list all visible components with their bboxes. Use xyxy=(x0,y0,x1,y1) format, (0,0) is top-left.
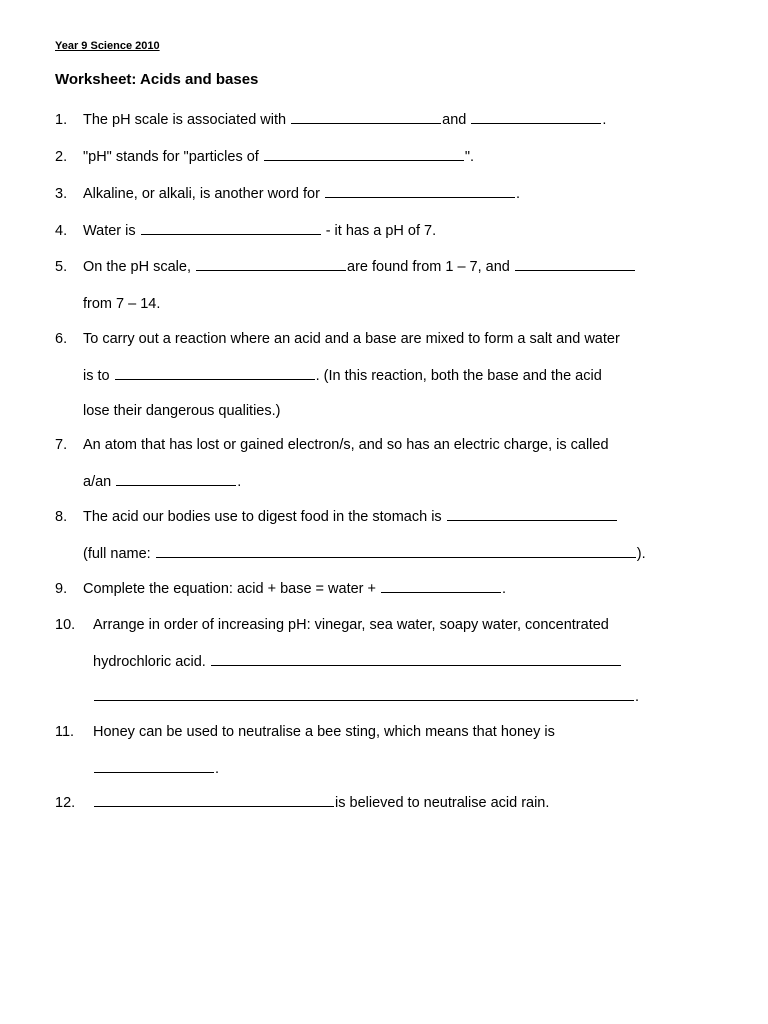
q10-part-c: . xyxy=(635,689,639,705)
q12-text: is believed to neutralise acid rain. xyxy=(93,786,713,821)
worksheet-page: Year 9 Science 2010 Worksheet: Acids and… xyxy=(0,0,768,863)
q5-text: On the pH scale, are found from 1 – 7, a… xyxy=(83,250,713,285)
q5-blank-2[interactable] xyxy=(515,256,635,272)
q3-part-b: . xyxy=(516,186,520,202)
q10-number: 10. xyxy=(55,608,93,643)
q6-number: 6. xyxy=(55,322,83,357)
q1-number: 1. xyxy=(55,103,83,138)
q6-text: To carry out a reaction where an acid an… xyxy=(83,322,713,357)
worksheet-title: Worksheet: Acids and bases xyxy=(55,71,713,89)
q12-part-a: is believed to neutralise acid rain. xyxy=(335,795,549,811)
q9-part-a: Complete the equation: acid + base = wat… xyxy=(83,581,380,597)
question-7: 7. An atom that has lost or gained elect… xyxy=(55,428,713,463)
q6-part-b: is to xyxy=(83,368,114,384)
q11-part-b: . xyxy=(215,761,219,777)
q8-part-b: (full name: xyxy=(83,546,155,562)
q3-blank-1[interactable] xyxy=(325,182,515,198)
q11-blank-1[interactable] xyxy=(94,757,214,773)
question-3: 3. Alkaline, or alkali, is another word … xyxy=(55,177,713,212)
q4-blank-1[interactable] xyxy=(141,219,321,235)
q7-line2: a/an . xyxy=(83,465,713,500)
q12-blank-1[interactable] xyxy=(94,792,334,808)
q1-part-b: and xyxy=(442,112,470,128)
q9-part-b: . xyxy=(502,581,506,597)
q5-part-a: On the pH scale, xyxy=(83,259,195,275)
q6-part-c: . (In this reaction, both the base and t… xyxy=(316,368,602,384)
q4-part-a: Water is xyxy=(83,223,140,239)
q6-blank-1[interactable] xyxy=(115,364,315,380)
q5-part-b: are found from 1 – 7, and xyxy=(347,259,514,275)
q8-part-a: The acid our bodies use to digest food i… xyxy=(83,509,446,525)
q1-part-c: . xyxy=(602,112,606,128)
question-9: 9. Complete the equation: acid + base = … xyxy=(55,572,713,607)
q7-part-c: . xyxy=(237,474,241,490)
q11-line2: . xyxy=(93,752,713,787)
q7-text: An atom that has lost or gained electron… xyxy=(83,428,713,463)
q1-blank-1[interactable] xyxy=(291,109,441,125)
q9-text: Complete the equation: acid + base = wat… xyxy=(83,572,713,607)
q3-number: 3. xyxy=(55,177,83,212)
q12-number: 12. xyxy=(55,786,93,821)
q2-blank-1[interactable] xyxy=(264,145,464,161)
q10-text: Arrange in order of increasing pH: vineg… xyxy=(93,608,713,643)
q8-blank-2[interactable] xyxy=(156,542,636,558)
question-8: 8. The acid our bodies use to digest foo… xyxy=(55,500,713,535)
q8-line2: (full name: ). xyxy=(83,537,713,572)
q10-line2: hydrochloric acid. xyxy=(93,645,713,680)
q5-blank-1[interactable] xyxy=(196,256,346,272)
q6-line2: is to . (In this reaction, both the base… xyxy=(83,359,713,394)
q9-blank-1[interactable] xyxy=(381,577,501,593)
q3-part-a: Alkaline, or alkali, is another word for xyxy=(83,186,324,202)
q10-blank-1[interactable] xyxy=(211,651,621,667)
q8-text: The acid our bodies use to digest food i… xyxy=(83,500,713,535)
q8-part-c: ). xyxy=(637,546,646,562)
question-12: 12. is believed to neutralise acid rain. xyxy=(55,786,713,821)
question-10: 10. Arrange in order of increasing pH: v… xyxy=(55,608,713,643)
q6-line3: lose their dangerous qualities.) xyxy=(83,394,713,429)
page-header: Year 9 Science 2010 xyxy=(55,40,713,53)
question-5: 5. On the pH scale, are found from 1 – 7… xyxy=(55,250,713,285)
q7-blank-1[interactable] xyxy=(116,471,236,487)
q1-text: The pH scale is associated with and . xyxy=(83,103,713,138)
q11-number: 11. xyxy=(55,715,93,750)
q4-part-b: - it has a pH of 7. xyxy=(322,223,436,239)
q5-continuation: from 7 – 14. xyxy=(83,287,713,322)
q7-number: 7. xyxy=(55,428,83,463)
question-2: 2. "pH" stands for "particles of ". xyxy=(55,140,713,175)
q9-number: 9. xyxy=(55,572,83,607)
q3-text: Alkaline, or alkali, is another word for… xyxy=(83,177,713,212)
q5-number: 5. xyxy=(55,250,83,285)
q4-text: Water is - it has a pH of 7. xyxy=(83,214,713,249)
q4-number: 4. xyxy=(55,214,83,249)
q11-text: Honey can be used to neutralise a bee st… xyxy=(93,715,713,750)
q2-text: "pH" stands for "particles of ". xyxy=(83,140,713,175)
q10-blank-2[interactable] xyxy=(94,685,634,701)
q10-line3: . xyxy=(93,680,713,715)
q2-part-b: ". xyxy=(465,149,474,165)
q10-part-b: hydrochloric acid. xyxy=(93,654,210,670)
q2-number: 2. xyxy=(55,140,83,175)
q7-part-b: a/an xyxy=(83,474,115,490)
q8-blank-1[interactable] xyxy=(447,505,617,521)
q2-part-a: "pH" stands for "particles of xyxy=(83,149,263,165)
question-6: 6. To carry out a reaction where an acid… xyxy=(55,322,713,357)
q1-blank-2[interactable] xyxy=(471,109,601,125)
question-11: 11. Honey can be used to neutralise a be… xyxy=(55,715,713,750)
q1-part-a: The pH scale is associated with xyxy=(83,112,290,128)
q8-number: 8. xyxy=(55,500,83,535)
question-1: 1. The pH scale is associated with and . xyxy=(55,103,713,138)
question-4: 4. Water is - it has a pH of 7. xyxy=(55,214,713,249)
